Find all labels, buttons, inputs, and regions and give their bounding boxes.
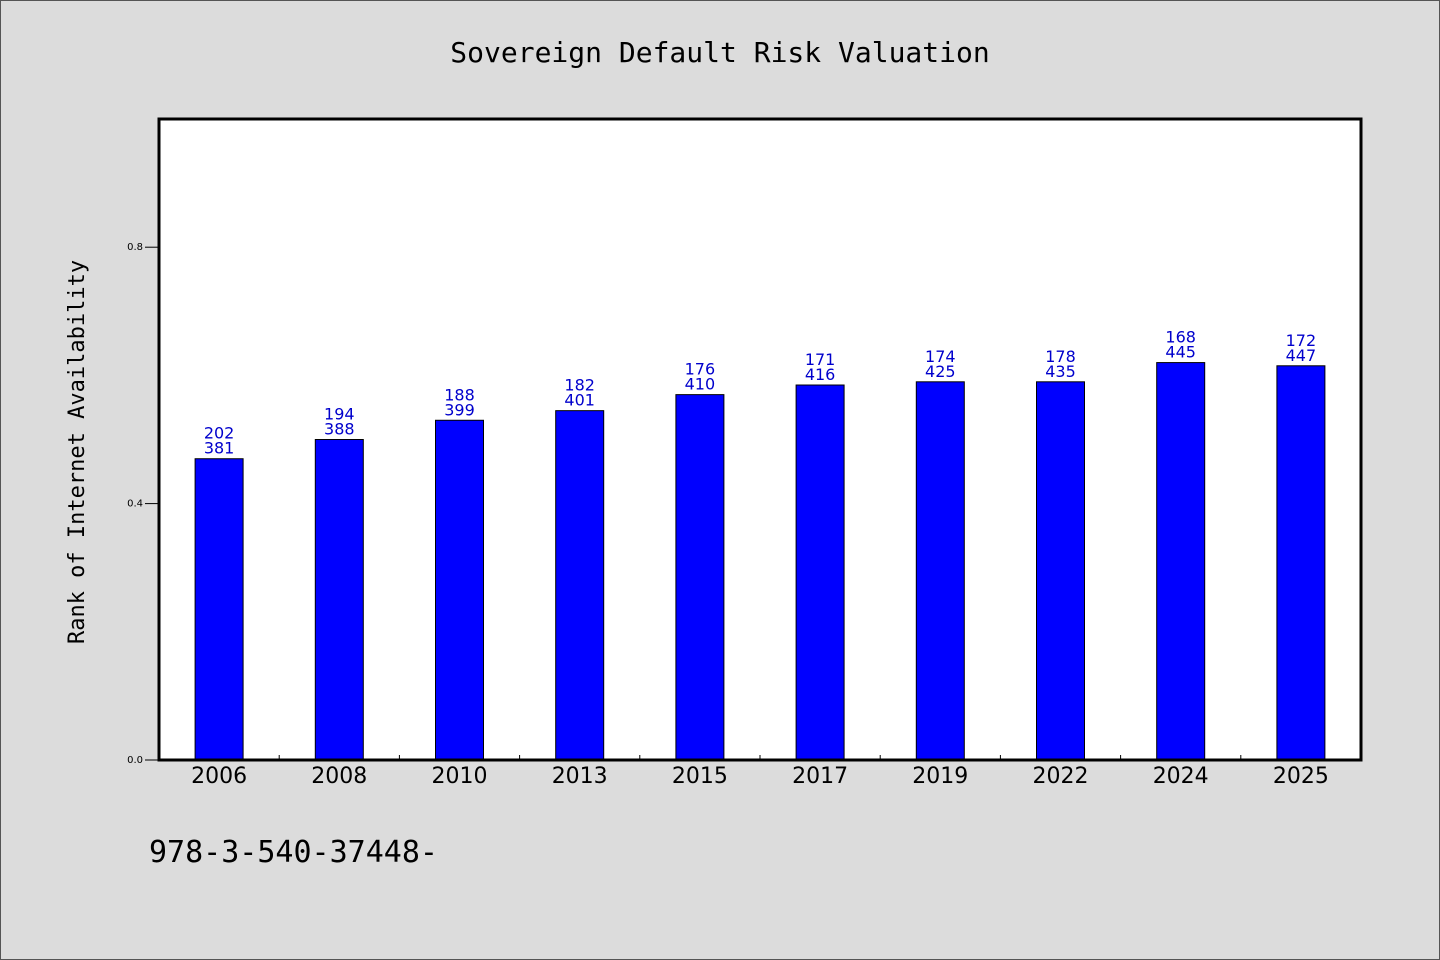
bar-2022 [1036,381,1085,761]
data-label-top-2008: 194 [324,405,355,424]
x-tick-label-2010: 2010 [432,764,488,789]
x-tick-label-2024: 2024 [1153,764,1209,789]
data-label-top-2017: 171 [805,350,836,369]
x-tick-label-2025: 2025 [1273,764,1329,789]
footer-text: 978-3-540-37448- [149,835,438,870]
data-label-bottom-2013: 401 [564,391,595,410]
bar-2015 [675,394,725,761]
x-tick-label-2022: 2022 [1033,764,1089,789]
bar-2006 [194,458,244,761]
chart-title: Sovereign Default Risk Valuation [450,36,989,69]
bar-2013 [555,410,605,761]
bar-2025 [1276,365,1326,761]
data-label-top-2019: 174 [925,347,956,366]
data-label-bottom-2008: 388 [324,420,355,439]
bar-2019 [915,381,965,761]
axis-layer: 2006 2008 2010 2013 2015 2017 2019 2022 2024 2025… [127,242,1329,789]
data-label-top-2010: 188 [444,385,475,404]
bar-2010 [435,419,484,761]
data-label-top-2015: 176 [685,360,716,379]
data-label-top-2013: 182 [564,376,595,395]
x-tick-label-2019: 2019 [912,764,968,789]
plot-border [157,117,1363,762]
bar-2017 [795,384,845,761]
x-tick-label-2017: 2017 [792,764,848,789]
bar-2024 [1156,362,1206,761]
data-label-top-2006: 202 [204,424,235,443]
data-label-top-2024: 168 [1165,328,1196,347]
bar-2008 [314,439,364,761]
x-tick-label-2006: 2006 [191,764,247,789]
data-labels-layer: 2023811943881883991824011764101714161744… [204,328,1316,458]
x-tick-label-2013: 2013 [552,764,608,789]
data-label-bottom-2017: 416 [805,365,836,384]
data-label-bottom-2019: 425 [925,362,956,381]
data-label-bottom-2010: 399 [444,400,475,419]
x-tick-label-2015: 2015 [672,764,728,789]
bars-layer [194,362,1326,761]
data-label-bottom-2015: 410 [685,375,716,394]
data-label-top-2022: 178 [1045,347,1076,366]
y-tick-label-0.4: 0.4 [127,499,143,510]
y-axis-label: Rank of Internet Availability [65,260,90,644]
x-tick-label-2008: 2008 [311,764,367,789]
data-label-top-2025: 172 [1286,331,1317,350]
data-label-bottom-2006: 381 [204,439,235,458]
y-tick-label-0.8: 0.8 [127,242,143,253]
data-label-bottom-2025: 447 [1286,346,1317,365]
data-label-bottom-2024: 445 [1165,343,1196,362]
data-label-bottom-2022: 435 [1045,362,1076,381]
y-tick-label-0.0: 0.0 [127,755,143,766]
